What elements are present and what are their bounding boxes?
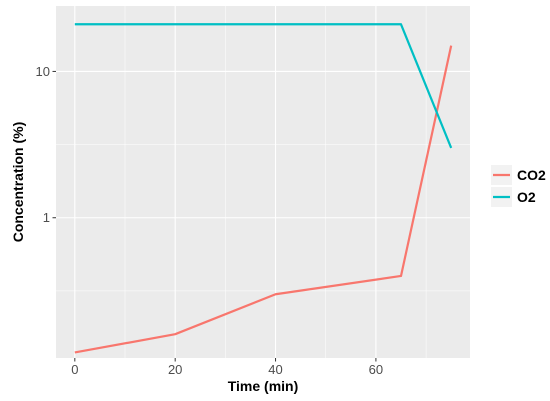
x-axis-ticks: 0 20 40 60 — [71, 358, 383, 377]
minor-gridlines — [56, 6, 470, 358]
legend-label-co2: CO2 — [517, 167, 546, 183]
series-line-o2 — [74, 23, 453, 149]
x-tick-label: 0 — [71, 362, 78, 377]
x-tick-label: 20 — [168, 362, 182, 377]
plot-panel — [56, 6, 470, 358]
y-axis-title: Concentration (%) — [10, 122, 26, 243]
series-lines — [74, 23, 453, 354]
series-line-co2 — [74, 45, 453, 354]
x-axis-title: Time (min) — [228, 378, 299, 394]
y-tick-label: 10 — [36, 64, 50, 79]
major-gridlines — [56, 6, 470, 358]
y-tick-label: 1 — [43, 210, 50, 225]
y-axis-ticks: 1 10 — [36, 64, 56, 225]
x-tick-label: 60 — [369, 362, 383, 377]
legend-label-o2: O2 — [517, 189, 536, 205]
x-tick-label: 40 — [268, 362, 282, 377]
